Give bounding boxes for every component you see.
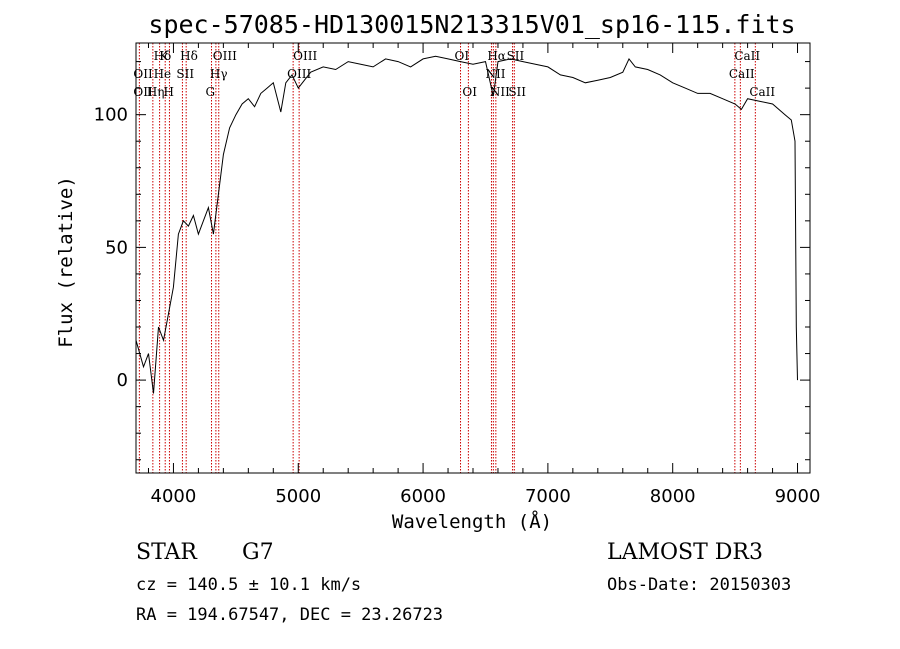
spectrum-line — [135, 55, 798, 394]
line-label: OII — [133, 67, 153, 81]
line-label: CaII — [749, 85, 775, 99]
redshift-readout: cz = 140.5 ± 10.1 km/s — [136, 575, 361, 595]
x-tick-label: 6000 — [400, 486, 446, 507]
coordinates-readout: RA = 194.67547, DEC = 23.26723 — [136, 605, 443, 625]
survey-name: LAMOST DR3 — [607, 540, 763, 565]
line-label: SII — [176, 67, 194, 81]
y-tick-label: 100 — [94, 105, 128, 126]
x-axis-label: Wavelength (Å) — [392, 510, 552, 533]
line-label: Hδ — [154, 49, 172, 63]
x-tick-label: 8000 — [650, 486, 696, 507]
x-tick-label: 9000 — [775, 486, 821, 507]
plot-frame — [135, 42, 811, 474]
x-axis: 4000 5000 6000 7000 8000 9000 — [147, 43, 821, 507]
x-tick-label: 7000 — [525, 486, 571, 507]
x-tick-label: 5000 — [275, 486, 321, 507]
line-label: Hη — [147, 85, 165, 99]
y-tick-label: 50 — [105, 237, 128, 258]
line-label: G — [206, 85, 216, 99]
line-label: He — [154, 67, 172, 81]
line-label: NII — [490, 85, 510, 99]
object-class: STAR — [136, 540, 198, 565]
x-tick-label: 4000 — [151, 486, 197, 507]
line-label: NII — [485, 67, 505, 81]
observation-date: Obs-Date: 20150303 — [607, 575, 791, 595]
line-label: OI — [462, 85, 477, 99]
line-label: OI — [455, 49, 470, 63]
line-label: CaII — [734, 49, 760, 63]
line-label: OIII — [213, 49, 237, 63]
line-label: Hα — [487, 49, 506, 63]
line-label: CaII — [729, 67, 755, 81]
chart-title: spec-57085-HD130015N213315V01_sp16-115.f… — [148, 10, 795, 39]
line-label: K — [159, 49, 169, 63]
line-label: Hγ — [210, 67, 228, 81]
line-label: H — [163, 85, 173, 99]
line-label: Hδ — [180, 49, 198, 63]
line-label: OIII — [287, 67, 311, 81]
y-axis: 0 50 100 — [94, 61, 810, 461]
line-label: OIII — [293, 49, 317, 63]
line-label: SII — [508, 85, 526, 99]
line-marker-group — [138, 43, 756, 473]
y-axis-label: Flux (relative) — [55, 176, 77, 348]
spectral-subclass: G7 — [242, 540, 274, 565]
y-tick-label: 0 — [117, 370, 128, 391]
